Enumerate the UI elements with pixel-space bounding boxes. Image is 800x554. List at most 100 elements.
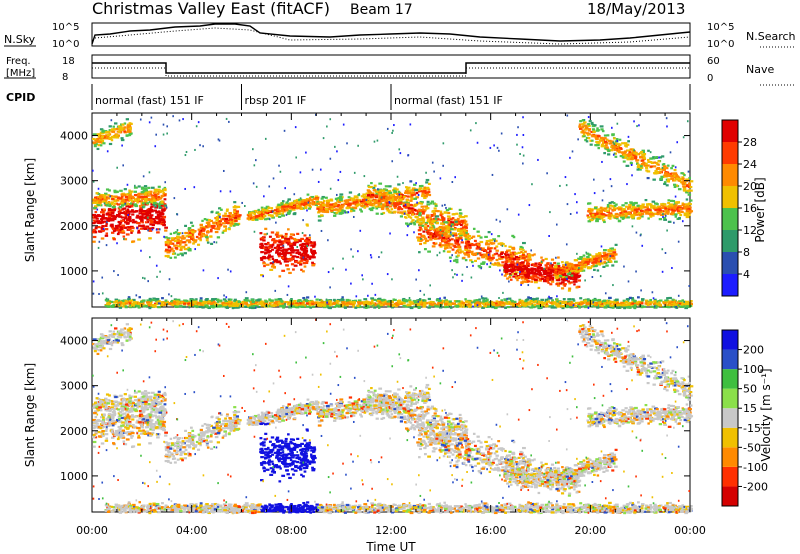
power-cell	[391, 193, 395, 197]
power-cell	[273, 246, 277, 249]
power-cell	[413, 183, 417, 186]
power-cell	[373, 189, 377, 192]
power-cell	[554, 269, 558, 272]
power-cell	[267, 242, 270, 245]
power-cell	[116, 203, 120, 206]
power-cell	[426, 220, 430, 223]
power-cell	[658, 211, 662, 214]
power-cell	[622, 156, 627, 159]
power-cell	[153, 201, 157, 205]
power-cell	[467, 234, 472, 238]
power-cell	[308, 198, 312, 201]
power-cell	[98, 141, 102, 144]
power-cell	[481, 248, 485, 251]
power-cell	[671, 179, 675, 182]
power-cell	[112, 301, 116, 304]
power-cell	[120, 211, 124, 215]
power-cell	[457, 222, 462, 225]
power-cell	[188, 231, 193, 235]
power-cell	[287, 247, 291, 251]
power-cell	[581, 125, 585, 128]
power-cell	[487, 231, 491, 234]
power-cell	[329, 199, 334, 202]
power-cell	[630, 207, 634, 210]
power-cell	[296, 251, 300, 254]
power-cell	[451, 224, 455, 227]
power-cell	[275, 206, 279, 209]
power-cell	[148, 229, 153, 232]
power-cell	[433, 234, 438, 238]
power-cell	[393, 192, 397, 195]
power-cell	[230, 215, 235, 218]
power-cell	[630, 148, 633, 151]
power-cell	[567, 276, 572, 279]
power-cell	[459, 214, 462, 218]
power-cell	[172, 250, 175, 253]
power-cell	[521, 256, 526, 259]
power-cell	[178, 236, 182, 239]
power-cell	[664, 207, 668, 210]
power-cell	[299, 207, 304, 210]
power-cell	[667, 201, 671, 205]
power-cell	[677, 217, 681, 220]
power-cell	[577, 304, 581, 307]
power-cell	[611, 205, 615, 208]
power-cell	[567, 267, 571, 270]
power-cell	[521, 261, 525, 264]
power-cell	[593, 217, 598, 220]
power-cell	[141, 198, 145, 201]
power-cell	[310, 195, 315, 199]
power-cell	[124, 226, 128, 229]
power-cell	[405, 188, 409, 192]
power-cell	[214, 230, 219, 234]
power-cell	[300, 237, 304, 240]
power-cell	[422, 218, 426, 222]
power-cell	[428, 304, 433, 308]
power-cell	[134, 210, 138, 213]
power-cell	[315, 198, 320, 201]
power-cell	[334, 202, 338, 205]
power-cell	[423, 237, 428, 240]
power-cell	[446, 215, 451, 218]
power-cell	[101, 139, 105, 142]
power-cell	[454, 220, 458, 223]
power-cell	[646, 208, 651, 211]
power-cell	[544, 257, 548, 261]
power-cell	[593, 206, 598, 209]
power-cell	[606, 205, 610, 208]
power-cell	[587, 124, 591, 128]
power-cell	[441, 218, 445, 221]
power-cell	[393, 203, 397, 206]
power-cell	[229, 222, 234, 225]
power-cell	[170, 242, 175, 245]
power-cell	[294, 260, 298, 264]
power-cell	[549, 276, 553, 280]
power-cell	[424, 205, 429, 208]
power-cell	[300, 246, 304, 250]
power-cell	[211, 226, 215, 229]
power-cell	[300, 268, 303, 271]
power-cell	[570, 281, 573, 284]
power-cell	[101, 130, 105, 133]
power-cell	[310, 255, 315, 258]
power-cell	[297, 252, 301, 256]
power-cell	[113, 136, 117, 139]
power-cell	[305, 251, 308, 254]
power-cell	[421, 216, 425, 219]
power-cell	[264, 227, 268, 230]
power-cell	[277, 203, 281, 206]
power-cell	[92, 133, 97, 136]
power-cell	[403, 195, 406, 198]
power-cell	[551, 278, 555, 281]
power-cell	[409, 180, 413, 183]
power-cell	[526, 261, 529, 264]
power-cell	[201, 226, 206, 229]
power-cell	[427, 306, 431, 309]
power-cell	[512, 248, 515, 251]
power-cell	[411, 213, 415, 216]
power-cell	[403, 216, 407, 219]
power-cell	[288, 271, 292, 275]
power-cell	[154, 216, 158, 219]
freq-trace	[92, 62, 690, 74]
power-cell	[120, 137, 124, 140]
